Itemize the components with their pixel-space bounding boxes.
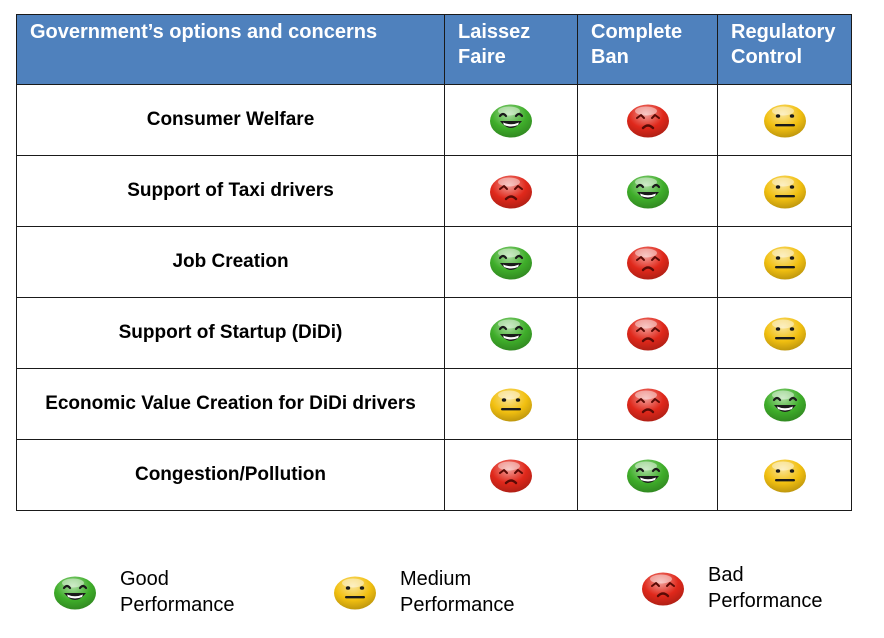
row-label: Consumer Welfare — [16, 84, 445, 156]
smiley-face-icon — [762, 385, 808, 423]
row-label: Job Creation — [16, 226, 445, 298]
neutral-face-icon — [762, 101, 808, 139]
table-row: Congestion/Pollution — [16, 439, 852, 511]
smiley-face-icon — [488, 243, 534, 281]
smiley-face-icon — [52, 573, 98, 611]
row-label: Congestion/Pollution — [16, 439, 445, 511]
legend-good: Good Performance — [52, 566, 235, 618]
options-table: Government’s options and concerns Laisse… — [16, 14, 852, 511]
rating-cell — [577, 84, 718, 156]
header-complete-ban: Complete Ban — [577, 14, 718, 85]
smiley-face-icon — [488, 314, 534, 352]
row-label: Support of Startup (DiDi) — [16, 297, 445, 369]
sad-face-icon — [488, 172, 534, 210]
header-regulatory-control: Regulatory Control — [717, 14, 852, 85]
sad-face-icon — [625, 101, 671, 139]
rating-cell — [577, 368, 718, 440]
rating-cell — [717, 368, 852, 440]
rating-cell — [577, 226, 718, 298]
legend-bad: Bad Performance — [640, 562, 823, 614]
sad-face-icon — [625, 243, 671, 281]
neutral-face-icon — [762, 172, 808, 210]
table-row: Job Creation — [16, 226, 852, 298]
rating-cell — [444, 439, 578, 511]
table-row: Support of Startup (DiDi) — [16, 297, 852, 369]
rating-cell — [444, 368, 578, 440]
rating-cell — [717, 84, 852, 156]
sad-face-icon — [640, 569, 686, 607]
sad-face-icon — [625, 385, 671, 423]
rating-cell — [444, 155, 578, 227]
rating-cell — [444, 297, 578, 369]
table-row: Economic Value Creation for DiDi drivers — [16, 368, 852, 440]
legend-medium: Medium Performance — [332, 566, 515, 618]
header-row: Government’s options and concerns Laisse… — [16, 14, 852, 85]
neutral-face-icon — [488, 385, 534, 423]
smiley-face-icon — [625, 172, 671, 210]
smiley-face-icon — [488, 101, 534, 139]
table-row: Support of Taxi drivers — [16, 155, 852, 227]
row-label: Support of Taxi drivers — [16, 155, 445, 227]
rating-cell — [717, 226, 852, 298]
rating-cell — [717, 155, 852, 227]
rating-cell — [577, 155, 718, 227]
header-concerns: Government’s options and concerns — [16, 14, 445, 85]
legend-label-medium: Medium Performance — [400, 568, 515, 616]
sad-face-icon — [625, 314, 671, 352]
neutral-face-icon — [762, 243, 808, 281]
legend-label-bad: Bad Performance — [708, 564, 823, 612]
rating-cell — [717, 439, 852, 511]
rating-cell — [717, 297, 852, 369]
smiley-face-icon — [625, 456, 671, 494]
neutral-face-icon — [762, 456, 808, 494]
neutral-face-icon — [332, 573, 378, 611]
rating-cell — [444, 226, 578, 298]
header-laissez-faire: Laissez Faire — [444, 14, 578, 85]
rating-cell — [444, 84, 578, 156]
rating-cell — [577, 297, 718, 369]
sad-face-icon — [488, 456, 534, 494]
legend-label-good: Good Performance — [120, 568, 235, 616]
table-row: Consumer Welfare — [16, 84, 852, 156]
row-label: Economic Value Creation for DiDi drivers — [16, 368, 445, 440]
neutral-face-icon — [762, 314, 808, 352]
rating-cell — [577, 439, 718, 511]
